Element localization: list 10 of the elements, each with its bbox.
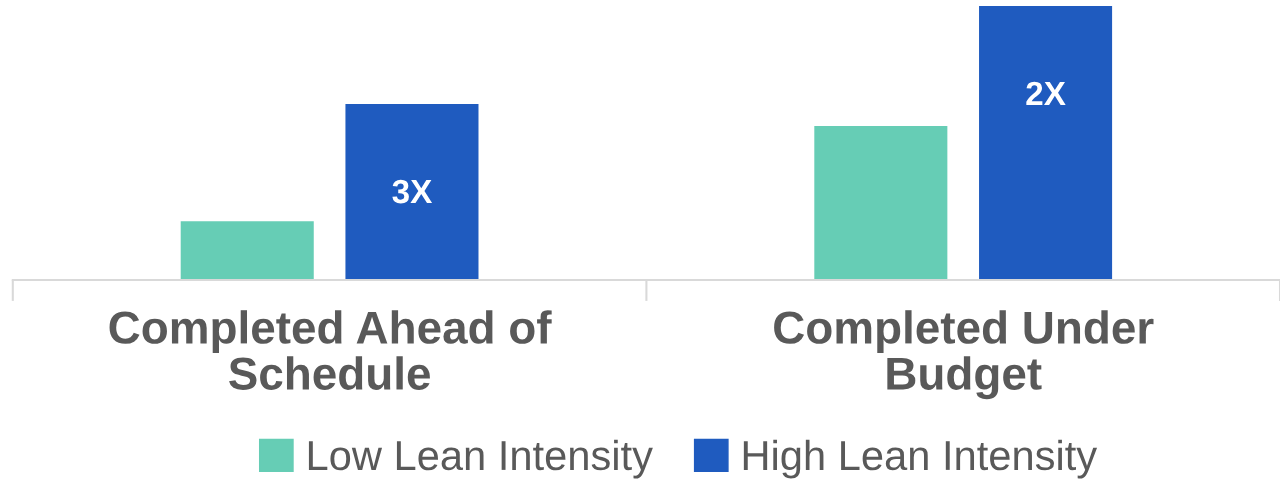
annotation: 2X xyxy=(1026,81,1066,105)
legend-label: High Lean Intensity xyxy=(743,439,1098,479)
bar xyxy=(345,104,479,281)
legend-label: Low Lean Intensity xyxy=(308,439,653,479)
bar xyxy=(979,6,1113,281)
bar xyxy=(180,221,314,281)
x-tick-label: Completed Under Budget xyxy=(774,310,1154,400)
annotation: 3X xyxy=(392,179,433,204)
x-tick-label: Completed Ahead of Schedule xyxy=(109,310,552,390)
bar xyxy=(814,126,948,281)
